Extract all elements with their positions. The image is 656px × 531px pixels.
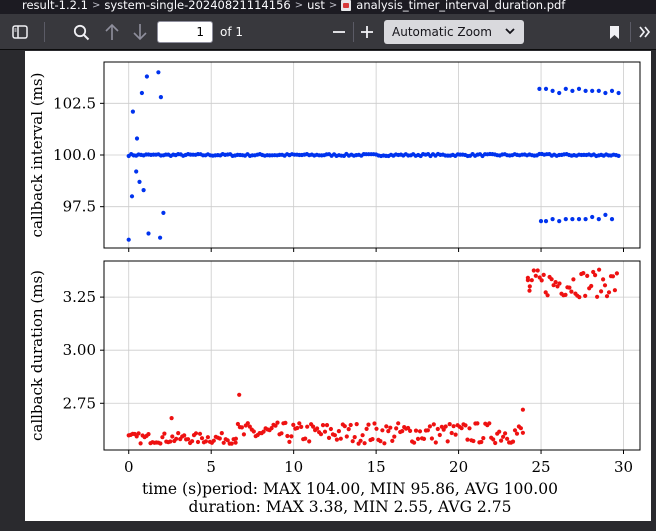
figure-caption-line-2: duration: MAX 3.38, MIN 2.55, AVG 2.75 bbox=[188, 498, 512, 516]
breadcrumb-separator: > bbox=[294, 0, 304, 11]
chevron-down-icon bbox=[505, 28, 515, 35]
arrow-down-icon bbox=[133, 24, 147, 41]
toolbar-divider bbox=[353, 22, 354, 42]
bookmark-button[interactable] bbox=[602, 18, 626, 46]
zoom-in-icon bbox=[361, 26, 373, 38]
find-button[interactable] bbox=[66, 18, 96, 46]
pdf-page bbox=[25, 51, 651, 521]
zoom-in-button[interactable] bbox=[354, 18, 380, 46]
toolbar-divider bbox=[630, 22, 631, 42]
breadcrumb-item-file[interactable]: analysis_timer_interval_duration.pdf bbox=[356, 0, 566, 12]
figure-caption-line-1: time (s)period: MAX 104.00, MIN 95.86, A… bbox=[142, 480, 558, 498]
bookmark-icon bbox=[609, 25, 619, 39]
page-count-label: of 1 bbox=[220, 25, 244, 39]
breadcrumb-item-ust[interactable]: ust bbox=[307, 0, 325, 12]
previous-page-button[interactable] bbox=[98, 18, 126, 46]
next-page-button[interactable] bbox=[126, 18, 154, 46]
document-viewport[interactable] bbox=[0, 50, 656, 531]
breadcrumb-separator: > bbox=[328, 0, 338, 11]
more-tools-button[interactable] bbox=[634, 18, 656, 46]
breadcrumb-item-result[interactable]: result-1.2.1 bbox=[22, 0, 88, 12]
arrow-up-icon bbox=[105, 23, 119, 40]
zoom-out-icon bbox=[333, 31, 345, 33]
sidebar-toggle-icon bbox=[12, 25, 28, 39]
zoom-select-value: Automatic Zoom bbox=[392, 25, 492, 39]
zoom-select[interactable]: Automatic Zoom bbox=[384, 20, 524, 44]
page-number-input[interactable] bbox=[157, 21, 213, 43]
breadcrumb: result-1.2.1 > system-single-2024082111415… bbox=[0, 0, 656, 14]
toolbar-divider bbox=[44, 22, 45, 42]
breadcrumb-item-system[interactable]: system-single-20240821114156 bbox=[104, 0, 291, 12]
more-tools-icon bbox=[639, 26, 651, 38]
sidebar-toggle-button[interactable] bbox=[4, 18, 36, 46]
pdf-file-icon bbox=[341, 0, 352, 11]
zoom-out-button[interactable] bbox=[326, 18, 352, 46]
breadcrumb-separator: > bbox=[91, 0, 101, 11]
search-icon bbox=[73, 24, 89, 40]
pdf-toolbar: of 1 Automatic Zoom bbox=[0, 14, 656, 50]
